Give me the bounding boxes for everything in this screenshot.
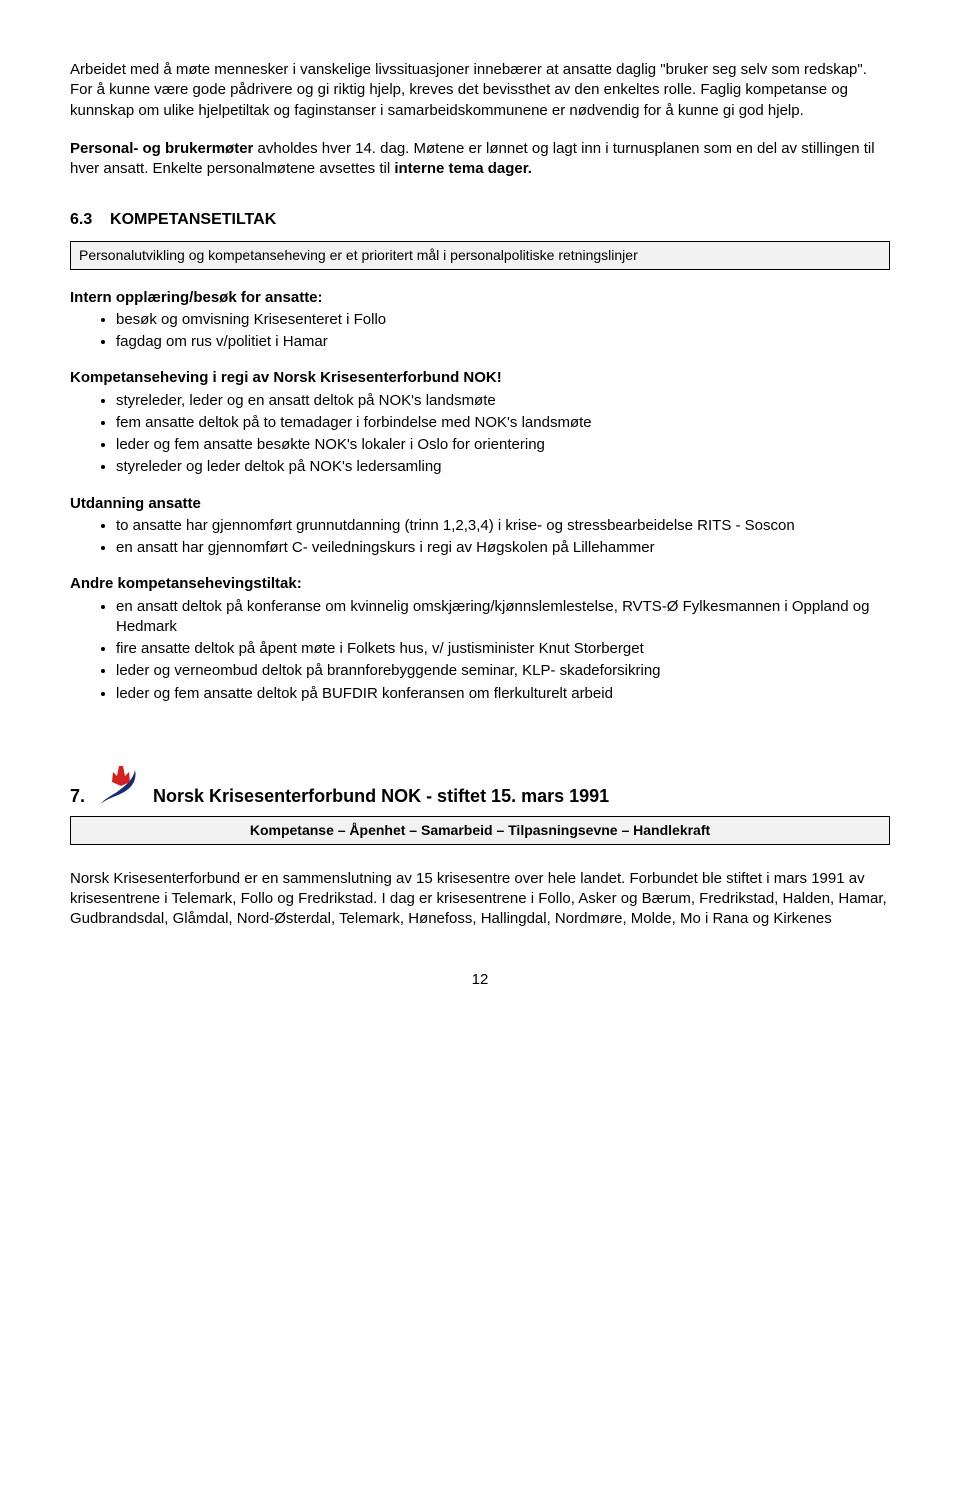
section-6-3-heading: 6.3 KOMPETANSETILTAK (70, 209, 890, 231)
section-7-heading: 7. Norsk Krisesenterforbund NOK - stifte… (70, 764, 890, 808)
list-utdanning: to ansatte har gjennomført grunnutdannin… (70, 516, 890, 559)
section-7-title: Norsk Krisesenterforbund NOK - stiftet 1… (153, 784, 609, 808)
list-andre: en ansatt deltok på konferanse om kvinne… (70, 597, 890, 704)
list-nok: styreleder, leder og en ansatt deltok på… (70, 391, 890, 478)
intro-p2-bold2: interne tema dager. (394, 160, 532, 177)
intro-p2-lead: Personal- og brukermøter (70, 140, 253, 157)
nok-logo-icon (97, 764, 141, 808)
section-6-3-title: KOMPETANSETILTAK (110, 211, 276, 228)
section-7-num: 7. (70, 784, 85, 808)
list-item: en ansatt har gjennomført C- veilednings… (116, 538, 890, 558)
list-intern: besøk og omvisning Krisesenteret i Follo… (70, 310, 890, 353)
list-item: fagdag om rus v/politiet i Hamar (116, 332, 890, 352)
intro-paragraph-2: Personal- og brukermøter avholdes hver 1… (70, 139, 890, 180)
list-item: en ansatt deltok på konferanse om kvinne… (116, 597, 890, 638)
list-item: leder og fem ansatte deltok på BUFDIR ko… (116, 684, 890, 704)
intro-paragraph-1: Arbeidet med å møte mennesker i vanskeli… (70, 60, 890, 121)
section-7-body: Norsk Krisesenterforbund er en sammenslu… (70, 869, 890, 930)
list-item: besøk og omvisning Krisesenteret i Follo (116, 310, 890, 330)
list-item: leder og fem ansatte besøkte NOK's lokal… (116, 435, 890, 455)
subhead-intern: Intern opplæring/besøk for ansatte: (70, 288, 890, 308)
subhead-andre: Andre kompetansehevingstiltak: (70, 574, 890, 594)
subhead-nok: Kompetanseheving i regi av Norsk Krisese… (70, 368, 890, 388)
logo-hand (112, 766, 130, 786)
section-7-box: Kompetanse – Åpenhet – Samarbeid – Tilpa… (70, 816, 890, 845)
list-item: leder og verneombud deltok på brannforeb… (116, 661, 890, 681)
list-item: styreleder og leder deltok på NOK's lede… (116, 457, 890, 477)
section-6-3-num: 6.3 (70, 209, 92, 231)
page-number: 12 (70, 970, 890, 990)
list-item: fem ansatte deltok på to temadager i for… (116, 413, 890, 433)
subhead-utdanning: Utdanning ansatte (70, 494, 890, 514)
list-item: fire ansatte deltok på åpent møte i Folk… (116, 639, 890, 659)
list-item: to ansatte har gjennomført grunnutdannin… (116, 516, 890, 536)
list-item: styreleder, leder og en ansatt deltok på… (116, 391, 890, 411)
section-6-3-box: Personalutvikling og kompetanseheving er… (70, 241, 890, 270)
